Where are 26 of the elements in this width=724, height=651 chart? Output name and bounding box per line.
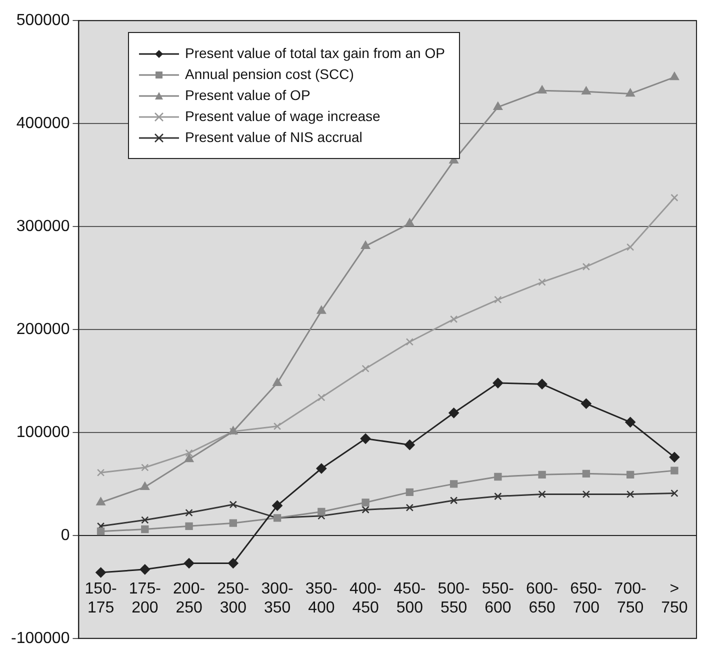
legend-label: Present value of wage increase [185, 108, 380, 125]
x-tick-label: 400-450 [350, 580, 382, 617]
x-tick-label: 600-650 [526, 580, 558, 617]
x-tick-label: > 750 [661, 580, 688, 617]
y-tick-label: 200000 [16, 320, 70, 338]
x-tick-label: 550-600 [482, 580, 514, 617]
x-tick-label: 450-500 [394, 580, 426, 617]
x-tick-label: 300-350 [261, 580, 294, 617]
x-tick-label: 250-300 [217, 580, 250, 617]
x-tick-label: 500-550 [438, 580, 470, 617]
x-tick-label: 700-750 [614, 580, 646, 617]
y-tick-label: 100000 [16, 424, 70, 441]
y-tick-label: 500000 [16, 12, 70, 30]
x-tick-label: 175-200 [128, 580, 161, 617]
x-tick-label: 650-700 [570, 580, 602, 617]
x-tick-label: 150-175 [84, 580, 117, 617]
x-tick-label: 350-400 [305, 580, 338, 617]
legend-label: Present value of total tax gain from an OP [185, 45, 445, 62]
legend-label: Annual pension cost (SCC) [185, 66, 354, 83]
legend-label: Present value of OP [185, 87, 310, 104]
x-tick-label: 200-250 [173, 580, 206, 617]
y-tick-label: 0 [60, 526, 70, 544]
legend-label: Present value of NIS accrual [185, 129, 362, 146]
y-tick-label: 400000 [16, 114, 70, 132]
y-tick-label: -100000 [11, 630, 70, 647]
y-tick-label: 300000 [16, 218, 70, 235]
